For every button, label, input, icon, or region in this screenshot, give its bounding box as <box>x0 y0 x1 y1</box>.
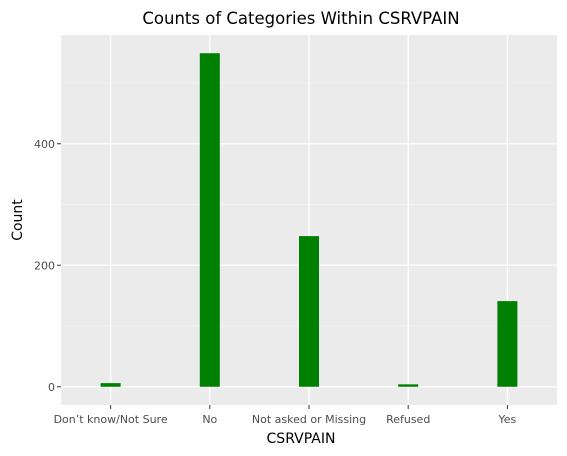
x-tick-label: Yes <box>498 413 517 426</box>
y-tick-label: 400 <box>34 138 55 151</box>
y-axis-ticks: 0 200 400 <box>34 138 61 394</box>
y-tick-label: 200 <box>34 259 55 272</box>
chart-title: Counts of Categories Within CSRVPAIN <box>142 9 459 28</box>
bar <box>299 236 319 387</box>
x-axis-ticks: Don’t know/Not Sure No Not asked or Missin… <box>54 405 517 426</box>
x-tick-label: Don’t know/Not Sure <box>54 413 168 426</box>
x-axis-title: CSRVPAIN <box>267 431 336 447</box>
x-tick-label: No <box>202 413 217 426</box>
bar <box>199 53 220 387</box>
x-tick-label: Refused <box>386 413 430 426</box>
y-axis-title: Count <box>10 199 26 241</box>
bar <box>100 383 121 387</box>
y-tick-label: 0 <box>48 381 55 394</box>
bar <box>497 301 518 387</box>
bars <box>100 53 518 387</box>
bar <box>398 384 419 387</box>
x-tick-label: Not asked or Missing <box>252 413 366 426</box>
